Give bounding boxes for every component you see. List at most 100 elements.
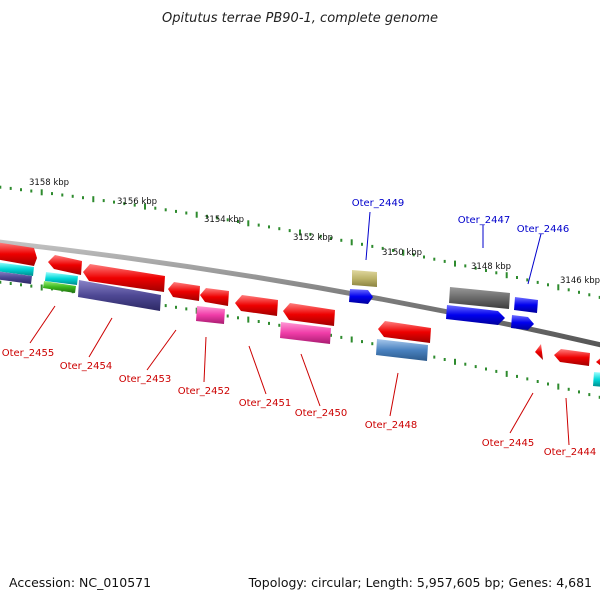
- inner-ruler-tick: [433, 355, 436, 359]
- gene-oter-2448: [378, 321, 431, 343]
- leader-oter-2445: [509, 392, 534, 434]
- inner-ruler-tick: [485, 367, 487, 371]
- inner-ruler-tick: [474, 365, 477, 369]
- gene-oter-2455-green: [43, 281, 76, 293]
- outer-ruler-tick: [216, 216, 219, 220]
- outer-ruler-tick: [402, 249, 405, 256]
- gene-oter-2446-cds: [511, 315, 534, 330]
- inner-ruler-tick: [185, 307, 188, 311]
- label-oter-2444: Oter_2444: [544, 447, 597, 458]
- gene-features: [0, 242, 600, 387]
- outer-ruler-tick: [144, 203, 146, 210]
- leader-oter-2452: [203, 336, 207, 383]
- genome-title: Opitutus terrae PB90-1, complete genome: [162, 11, 438, 26]
- outer-ruler-tick: [340, 238, 343, 242]
- gene-oter-2453: [83, 264, 165, 292]
- outer-ruler-tick: [123, 202, 126, 206]
- leader-oter-2450: [300, 353, 321, 407]
- inner-ruler-tick: [567, 387, 570, 391]
- inner-ruler-tick: [516, 374, 518, 378]
- label-oter-2448: Oter_2448: [365, 420, 418, 431]
- outer-ruler-tick: [557, 284, 560, 291]
- inner-ruler-tick: [247, 316, 250, 323]
- inner-ruler-tick: [0, 280, 2, 284]
- gene-oter-2449-cds: [349, 289, 373, 304]
- outer-ruler-tick: [51, 192, 53, 196]
- gene-oter-2452a: [168, 282, 200, 301]
- outer-ruler-tick: [237, 220, 239, 223]
- inner-ruler-tick: [237, 316, 239, 320]
- outer-ruler-tick: [9, 186, 12, 190]
- inner-ruler-tick: [598, 395, 600, 399]
- inner-ruler-tick: [505, 370, 508, 377]
- outer-ruler-tick: [516, 276, 518, 279]
- outer-ruler-tick: [195, 211, 198, 218]
- gene-oter-2445: [535, 344, 543, 360]
- gene-oter-2446: [514, 297, 538, 313]
- gene-oter-2452-pink: [196, 306, 225, 324]
- outer-ruler-tick: [330, 236, 332, 240]
- kbp-3158: 3158 kbp: [29, 178, 69, 188]
- label-oter-2445: Oter_2445: [482, 438, 535, 449]
- outer-ruler: [0, 185, 600, 299]
- kbp-3148: 3148 kbp: [471, 262, 511, 272]
- genome-summary-text: Topology: circular; Length: 5,957,605 bp…: [248, 575, 592, 590]
- inner-ruler-tick: [226, 314, 229, 318]
- outer-ruler-tick: [133, 203, 136, 207]
- outer-ruler-tick: [412, 253, 415, 257]
- outer-ruler-tick: [547, 283, 549, 287]
- inner-ruler-tick: [175, 305, 177, 309]
- outer-ruler-tick: [495, 271, 498, 275]
- inner-ruler-tick: [557, 383, 560, 390]
- kbp-3154: 3154 kbp: [204, 215, 244, 225]
- label-oter-2452: Oter_2452: [178, 386, 231, 397]
- inner-ruler-tick: [30, 284, 33, 288]
- outer-ruler-tick: [175, 209, 177, 213]
- inner-ruler-tick: [330, 333, 332, 337]
- inner-ruler-tick: [20, 283, 22, 287]
- outer-ruler-tick: [598, 295, 600, 299]
- inner-ruler-tick: [547, 382, 549, 386]
- outer-ruler-tick: [505, 272, 508, 279]
- kbp-3152: 3152 kbp: [293, 233, 333, 243]
- leader-oter-2448: [389, 372, 399, 417]
- outer-ruler-tick: [154, 206, 157, 210]
- inner-ruler-tick: [588, 393, 591, 397]
- gene-oter-2444: [554, 349, 590, 366]
- kbp-3146: 3146 kbp: [560, 276, 600, 286]
- gene-right-edge-cyan: [593, 372, 600, 387]
- gene-oter-2450-pink: [280, 322, 331, 344]
- outer-ruler-tick: [299, 229, 301, 236]
- outer-ruler-tick: [30, 189, 33, 193]
- inner-ruler-tick: [257, 320, 260, 323]
- leader-lines: [29, 211, 570, 446]
- outer-ruler-tick: [392, 249, 394, 252]
- gene-oter-2455: [48, 255, 82, 275]
- gene-oter-2447: [449, 287, 510, 309]
- outer-ruler-tick: [82, 196, 84, 200]
- inner-ruler-tick: [361, 340, 363, 344]
- outer-ruler-tick: [71, 194, 74, 198]
- outer-ruler-tick: [536, 280, 539, 284]
- inner-ruler-tick: [464, 362, 467, 366]
- outer-ruler-tick: [464, 264, 467, 268]
- inner-ruler-tick: [268, 321, 270, 325]
- gene-oter-2450: [283, 303, 335, 326]
- outer-ruler-tick: [309, 232, 312, 236]
- outer-ruler-tick: [247, 220, 250, 227]
- gene-oter-2448-steel: [376, 339, 428, 361]
- label-oter-2453: Oter_2453: [119, 374, 172, 385]
- inner-ruler-tick: [371, 342, 374, 346]
- label-oter-2454: Oter_2454: [60, 361, 113, 372]
- outer-ruler-tick: [485, 269, 487, 272]
- outer-ruler-tick: [206, 214, 208, 218]
- outer-ruler-tick: [578, 290, 580, 294]
- accession-text: Accession: NC_010571: [9, 575, 151, 590]
- label-oter-2450: Oter_2450: [295, 408, 348, 419]
- gene-right-edge: [596, 358, 600, 366]
- gene-left-edge: [0, 242, 37, 266]
- outer-ruler-tick: [474, 266, 477, 270]
- inner-ruler-tick: [454, 358, 456, 365]
- gene-oter-2451: [235, 295, 278, 316]
